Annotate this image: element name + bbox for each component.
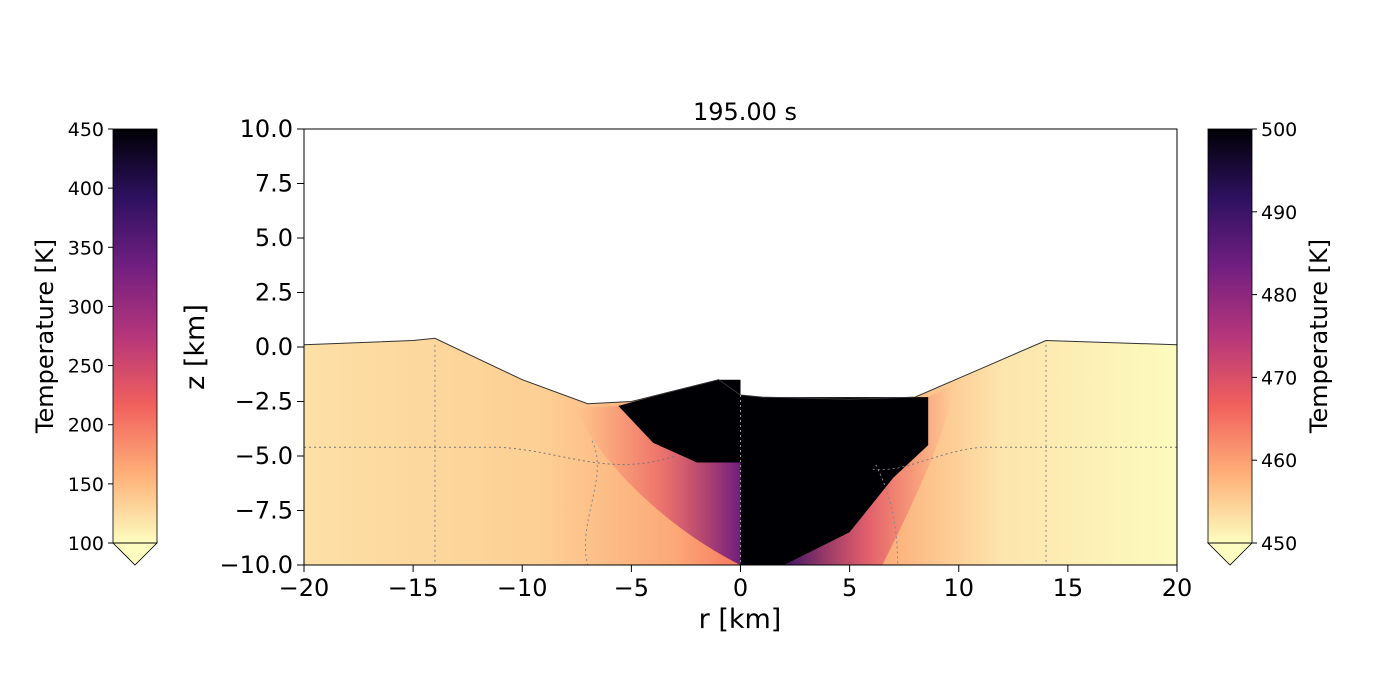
right-colorbar-label: Temperature [K] — [1305, 239, 1333, 434]
colorbar-tick-label: 450 — [68, 119, 104, 141]
chart-title: 195.00 s — [693, 98, 797, 126]
y-tick-label: 5.0 — [255, 224, 293, 252]
right-colorbar: 500 490 480 470 460 450 Temperature [K] — [1207, 119, 1333, 566]
left-colorbar: 450 400 350 300 250 200 150 100 Temperature [K] — [31, 119, 158, 566]
colorbar-tick-label: 470 — [1261, 367, 1297, 389]
right-hot-halo — [784, 384, 955, 565]
x-axis-ticks: −20 −15 −10 −5 0 5 10 15 20 — [279, 565, 1193, 602]
x-tick-label: 20 — [1162, 574, 1193, 602]
colorbar-tick-label: 400 — [68, 178, 104, 200]
y-tick-label: −10.0 — [219, 551, 293, 579]
colorbar-tick-label: 350 — [68, 237, 104, 259]
x-tick-label: 0 — [733, 574, 748, 602]
x-tick-label: 5 — [842, 574, 857, 602]
y-tick-label: 7.5 — [255, 170, 293, 198]
colorbar-tick-label: 200 — [68, 415, 104, 437]
colorbar-tick-label: 500 — [1261, 119, 1297, 141]
y-tick-label: 2.5 — [255, 279, 293, 307]
y-axis-ticks: 10.0 7.5 5.0 2.5 0.0 −2.5 −5.0 −7.5 −10.0 — [219, 115, 304, 579]
x-tick-label: −20 — [279, 574, 330, 602]
dashed-contours — [304, 344, 1177, 565]
colorbar-tick-label: 490 — [1261, 202, 1297, 224]
colorbar-tick-label: 480 — [1261, 285, 1297, 307]
x-tick-label: 15 — [1053, 574, 1084, 602]
contour-line — [584, 440, 598, 565]
x-tick-label: 10 — [943, 574, 974, 602]
temperature-field — [304, 337, 1177, 565]
x-tick-label: −5 — [614, 574, 649, 602]
left-ground-field — [304, 338, 741, 565]
x-tick-label: −10 — [497, 574, 548, 602]
y-tick-label: 0.0 — [255, 333, 293, 361]
colorbar-tick-label: 300 — [68, 296, 104, 318]
colorbar-tick-label: 460 — [1261, 450, 1297, 472]
contour-line — [871, 446, 1177, 471]
y-tick-label: −5.0 — [235, 442, 293, 470]
x-tick-label: −15 — [388, 574, 439, 602]
y-tick-label: 10.0 — [240, 115, 293, 143]
colorbar-tick-label: 250 — [68, 356, 104, 378]
colorbar-tick-label: 100 — [68, 533, 104, 555]
y-tick-label: −7.5 — [235, 497, 293, 525]
y-axis-label: z [km] — [180, 304, 211, 390]
hot-core-region — [618, 379, 929, 565]
y-tick-label: −2.5 — [235, 388, 293, 416]
colorbar-tick-label: 450 — [1261, 533, 1297, 555]
left-colorbar-label: Temperature [K] — [31, 239, 59, 434]
colorbar-tick-label: 150 — [68, 474, 104, 496]
x-axis-label: r [km] — [699, 604, 782, 635]
surface-outline — [304, 337, 1177, 405]
left-hot-halo — [576, 405, 741, 565]
